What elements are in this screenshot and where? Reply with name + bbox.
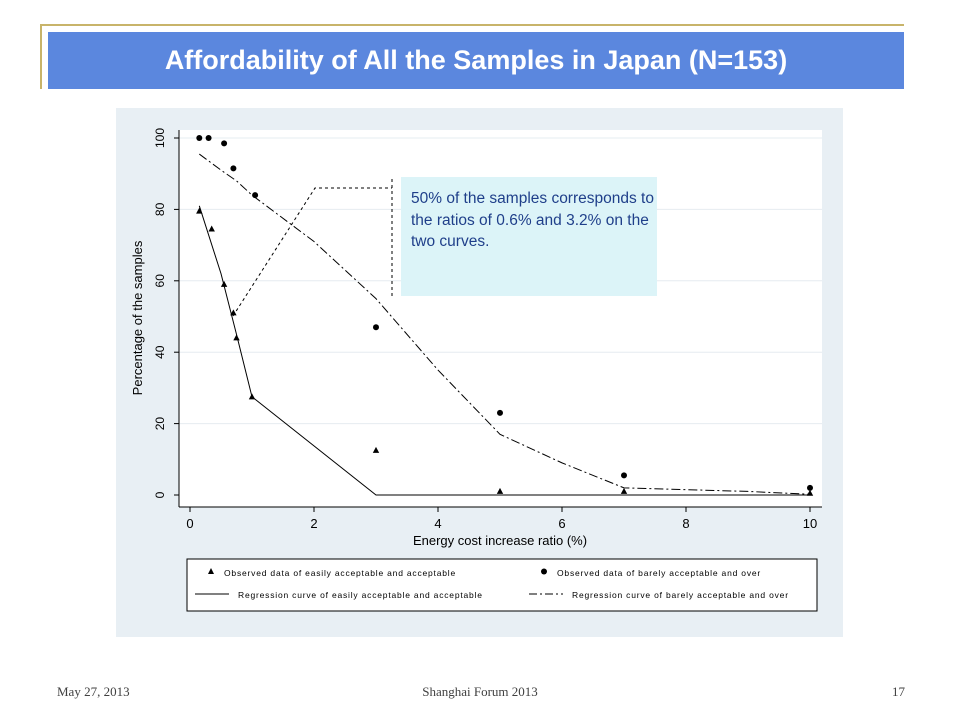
triangle-data-point: [208, 225, 215, 232]
x-tick-label: 4: [434, 516, 441, 531]
y-axis: 0 20 40 60 80 100: [153, 128, 179, 498]
triangle-data-point: [233, 334, 240, 341]
y-tick-label: 40: [153, 345, 167, 359]
x-tick-label: 10: [803, 516, 817, 531]
circle-data-point: [252, 192, 259, 199]
x-axis: 0 2 4 6 8 10: [186, 507, 817, 531]
series-layer: [196, 135, 814, 496]
footer-event: Shanghai Forum 2013: [422, 684, 538, 699]
regression-curve-barely: [199, 153, 811, 495]
circle-data-point: [230, 165, 237, 172]
legend-box: [186, 558, 818, 612]
y-tick-label: 60: [153, 274, 167, 288]
callout-text: 50% of the samples corresponds to the ra…: [411, 190, 654, 250]
circle-data-point: [497, 409, 503, 416]
y-tick-label: 100: [153, 128, 167, 148]
triangle-data-point: [196, 207, 203, 214]
triangle-data-point: [230, 309, 237, 316]
triangle-data-point: [496, 487, 504, 494]
y-axis-label: Percentage of the samples: [130, 240, 145, 395]
y-tick-label: 0: [153, 491, 167, 498]
legend-label: Regression curve of easily acceptable an…: [238, 590, 483, 600]
legend-triangle-marker: [208, 568, 214, 574]
circle-data-point: [621, 472, 627, 479]
legend-label: Observed data of easily acceptable and a…: [224, 568, 456, 578]
triangle-data-point: [248, 393, 256, 400]
circle-data-point: [221, 140, 228, 147]
callout-leader-line: [232, 187, 392, 317]
circle-data-point: [196, 135, 203, 141]
legend-label: Observed data of barely acceptable and o…: [557, 568, 761, 578]
y-tick-label: 80: [153, 202, 167, 216]
x-tick-label: 0: [186, 516, 193, 531]
circle-data-point: [807, 484, 813, 491]
triangle-data-point: [220, 280, 228, 287]
triangle-data-point: [620, 487, 628, 494]
callout-box: 50% of the samples corresponds to the ra…: [401, 177, 657, 296]
y-tick-label: 20: [153, 417, 167, 431]
accent-vertical-line: [40, 24, 42, 89]
legend-circle-marker: [541, 568, 547, 575]
footer-date: May 27, 2013: [57, 684, 130, 699]
x-tick-label: 8: [682, 516, 689, 531]
triangle-data-point: [806, 489, 814, 496]
legend-label: Regression curve of barely acceptable an…: [572, 590, 789, 600]
page-number: 17: [892, 684, 905, 699]
x-tick-label: 2: [310, 516, 317, 531]
title-bar: Affordability of All the Samples in Japa…: [48, 32, 904, 89]
slide-title: Affordability of All the Samples in Japa…: [164, 45, 788, 75]
circle-data-point: [373, 324, 379, 331]
triangle-data-point: [372, 446, 380, 453]
accent-horizontal-line: [40, 24, 904, 26]
x-axis-label: Energy cost increase ratio (%): [413, 533, 587, 548]
x-tick-label: 6: [558, 516, 565, 531]
circle-data-point: [205, 135, 212, 141]
